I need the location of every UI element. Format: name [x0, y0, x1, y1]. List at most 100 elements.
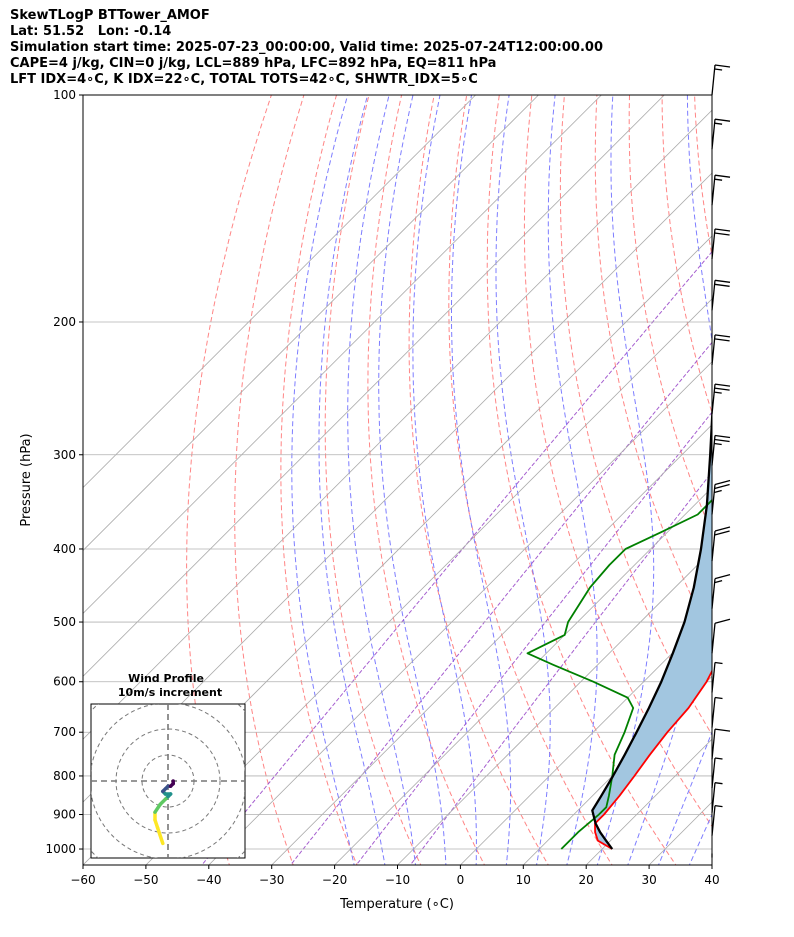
barb-flag [714, 118, 731, 122]
y-axis-label: Pressure (hPa) [19, 433, 34, 526]
barb-half-flag [714, 68, 723, 71]
y-tick-label: 700 [53, 725, 76, 739]
isotherm-line [271, 424, 712, 865]
x-tick-label: −60 [70, 873, 95, 887]
y-tick-label: 200 [53, 315, 76, 329]
mixing-ratio-line [355, 411, 712, 865]
barb-staff [711, 530, 716, 562]
barb-half-flag [714, 580, 723, 584]
location-line: Lat: 51.52 Lon: -0.14 [10, 24, 172, 39]
barb-flag [714, 483, 730, 490]
figure-title: SkewTLogP BTTower_AMOF [10, 8, 210, 23]
barb-half-flag [714, 696, 723, 700]
moist-adiabat-line [688, 813, 712, 865]
profile-lines [526, 397, 712, 850]
x-tick-label: −10 [385, 873, 410, 887]
moist-adiabat-line [495, 95, 551, 865]
wind-barb [711, 805, 723, 836]
x-tick-label: −30 [259, 873, 284, 887]
y-tick-label: 800 [53, 769, 76, 783]
mixing-ratio-line [289, 341, 712, 865]
barb-flag [714, 574, 731, 580]
barb-staff [711, 64, 716, 96]
isotherm-line [648, 801, 712, 865]
moist-adiabat-line [451, 95, 512, 865]
isotherm-line [145, 298, 712, 865]
wind-barb [711, 64, 731, 96]
barb-flag [714, 283, 730, 287]
dry-adiabat-line [186, 95, 272, 865]
dry-adiabat-line [790, 78, 794, 868]
x-tick-label: 10 [516, 873, 531, 887]
wind-barb [711, 334, 731, 365]
hodograph-rings [91, 704, 245, 858]
moist-adiabat-line [719, 78, 794, 868]
wind-barb [711, 383, 731, 415]
barb-staff [711, 175, 716, 206]
moist-adiabat-line [547, 95, 598, 865]
barb-flag [714, 526, 731, 532]
wind-barb [711, 728, 731, 760]
reference-lines [186, 78, 794, 868]
barb-staff [711, 662, 716, 693]
hodograph-segment [155, 826, 165, 846]
barb-half-flag [714, 805, 723, 808]
cape-area [592, 420, 712, 849]
time-line: Simulation start time: 2025-07-23_00:00:… [10, 40, 603, 55]
dry-adiabat-line [661, 95, 712, 415]
x-axis: −60 −50 −40 −30 −20 −10 0 10 20 30 40 [70, 865, 720, 887]
wind-barb [711, 526, 731, 562]
barb-staff [711, 757, 716, 789]
x-tick-label: 20 [579, 873, 594, 887]
y-tick-label: 600 [53, 675, 76, 689]
isotherm-line [83, 95, 539, 552]
mixing-ratio-line [201, 250, 712, 865]
isotherm-line [334, 487, 712, 865]
y-tick-label: 500 [53, 615, 76, 629]
wind-barb [711, 574, 731, 609]
barb-staff [711, 782, 716, 813]
moist-adiabat-line [291, 95, 355, 865]
barb-staff [711, 280, 716, 311]
wind-barb [711, 228, 731, 260]
wind-barb [711, 618, 731, 654]
barb-half-flag [714, 442, 722, 446]
isotherm-line [711, 864, 712, 865]
y-tick-label: 1000 [45, 842, 76, 856]
barb-flag [714, 232, 730, 236]
barb-flag [714, 334, 731, 338]
x-tick-label: 0 [457, 873, 465, 887]
dry-adiabat-line [726, 78, 794, 868]
isotherm-line [83, 109, 712, 740]
barb-flag [714, 174, 731, 178]
wind-barb [711, 279, 731, 311]
dewpoint-line [526, 498, 712, 850]
hodograph-trace [153, 779, 175, 846]
temperature-line [594, 669, 712, 850]
x-tick-label: −50 [133, 873, 158, 887]
barb-half-flag [714, 122, 723, 125]
barb-staff [711, 697, 716, 728]
hodograph-title: Wind Profile [128, 672, 204, 685]
barb-flag [714, 728, 731, 732]
barb-flag [714, 228, 731, 232]
dry-adiabat-line [234, 95, 305, 865]
wind-barb [711, 696, 723, 728]
isotherm-line [208, 361, 712, 865]
wind-barb [711, 757, 723, 789]
barb-flag [714, 618, 731, 624]
isotherm-line [460, 612, 712, 865]
moist-adiabat-line [378, 95, 447, 865]
indices-line: LFT IDX=4∘C, K IDX=22∘C, TOTAL TOTS=42∘C… [10, 72, 478, 87]
moist-adiabat-line [657, 730, 712, 865]
barb-staff [711, 484, 716, 515]
barb-staff [711, 805, 716, 836]
x-tick-label: 40 [704, 873, 719, 887]
isotherm-line [523, 675, 712, 865]
cape-shading [592, 420, 712, 849]
barb-half-flag [714, 391, 722, 394]
wind-barb [711, 661, 723, 693]
wind-barbs [711, 64, 731, 858]
parcel-line [591, 397, 712, 850]
